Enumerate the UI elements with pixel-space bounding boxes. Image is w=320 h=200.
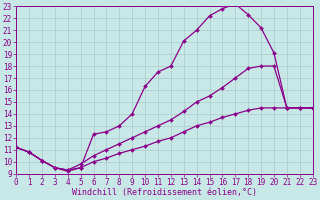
- X-axis label: Windchill (Refroidissement éolien,°C): Windchill (Refroidissement éolien,°C): [72, 188, 257, 197]
